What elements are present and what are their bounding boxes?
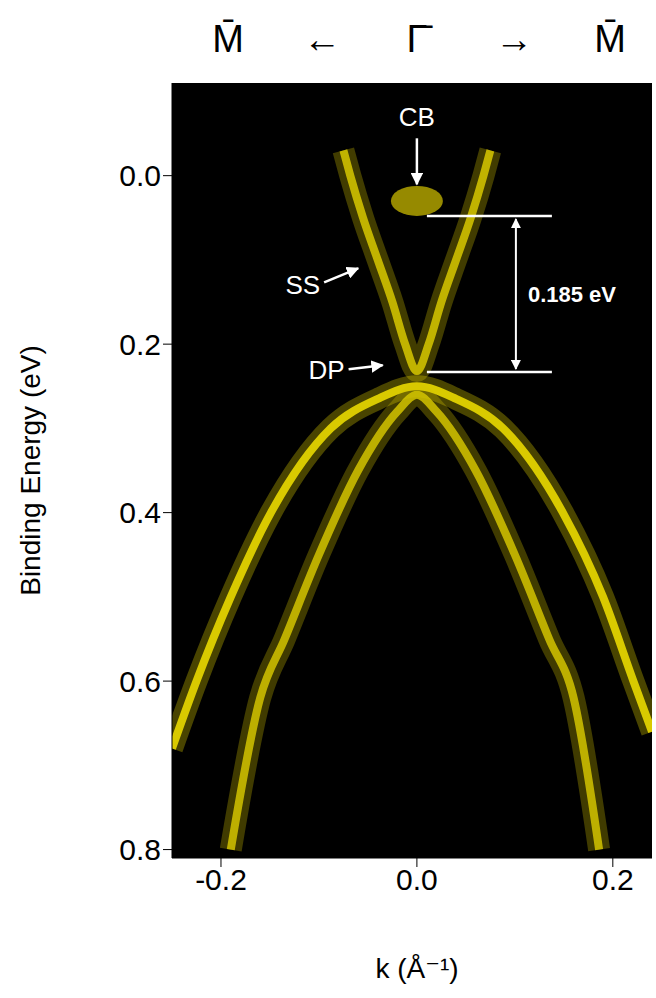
svg-text:0.4: 0.4 [119, 496, 161, 529]
svg-text:0.6: 0.6 [119, 665, 161, 698]
svg-text:0.2: 0.2 [119, 328, 161, 361]
svg-text:CB: CB [399, 102, 435, 132]
svg-text:Γ̄: Γ̄ [407, 18, 434, 60]
svg-text:-0.2: -0.2 [195, 863, 247, 896]
svg-text:0.0: 0.0 [119, 159, 161, 192]
svg-text:0.2: 0.2 [592, 863, 634, 896]
svg-text:→: → [495, 18, 533, 60]
svg-text:0.0: 0.0 [396, 863, 438, 896]
svg-text:M̄: M̄ [212, 18, 244, 60]
svg-text:←: ← [303, 18, 341, 60]
svg-text:Binding Energy (eV): Binding Energy (eV) [15, 345, 46, 596]
svg-text:DP: DP [308, 355, 344, 385]
svg-text:0.8: 0.8 [119, 833, 161, 866]
svg-text:k (Å⁻¹): k (Å⁻¹) [375, 953, 458, 984]
svg-text:0.185 eV: 0.185 eV [528, 282, 616, 307]
svg-text:M̄: M̄ [594, 18, 626, 60]
svg-text:SS: SS [285, 270, 320, 300]
